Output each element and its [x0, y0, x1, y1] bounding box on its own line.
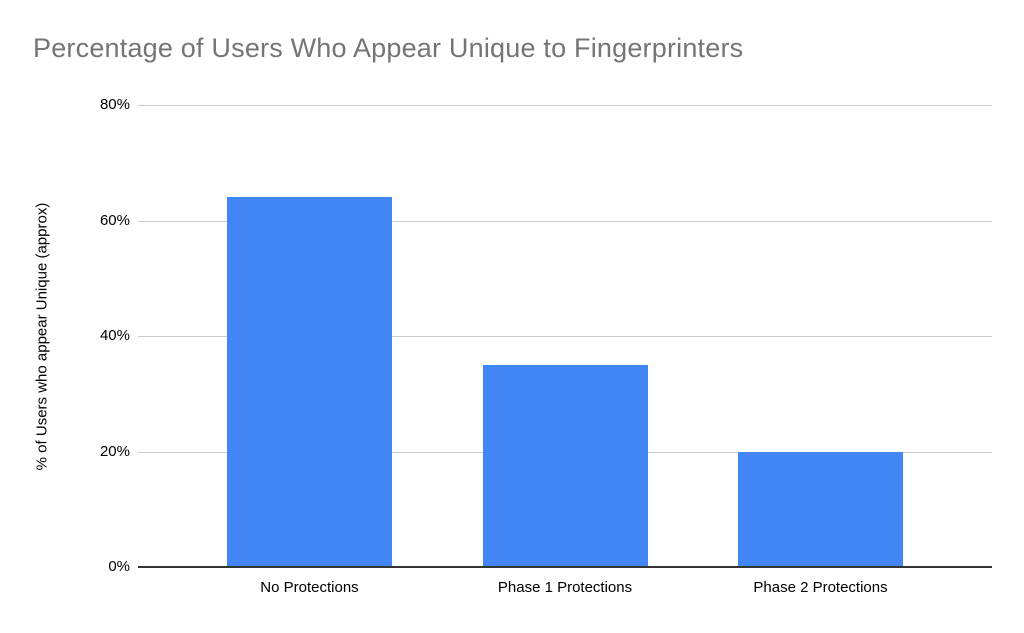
y-tick-label-80%: 80%	[99, 96, 130, 113]
y-axis-title-text: % of Users who appear Unique (approx)	[33, 202, 51, 470]
plot-area	[138, 105, 992, 568]
x-tick-label-no-protections: No Protections	[260, 579, 359, 596]
y-tick-label-0%: 0%	[108, 558, 130, 575]
bar-phase-1-protections	[482, 364, 648, 567]
y-tick-label-40%: 40%	[99, 327, 130, 344]
x-tick-label-phase-1-protections: Phase 1 Protections	[497, 579, 633, 596]
x-tick-label-phase-2-protections: Phase 2 Protections	[753, 579, 888, 596]
bar-no-protections	[227, 197, 392, 567]
y-gridline-40%	[138, 336, 992, 337]
x-axis-line	[138, 566, 992, 568]
chart-title: Percentage of Users Who Appear Unique to…	[33, 33, 744, 63]
y-tick-label-20%: 20%	[99, 442, 130, 460]
y-gridline-80%	[138, 105, 992, 106]
y-tick-label-60%: 60%	[99, 211, 130, 229]
y-gridline-60%	[138, 220, 992, 222]
bar-phase-2-protections	[738, 451, 903, 567]
